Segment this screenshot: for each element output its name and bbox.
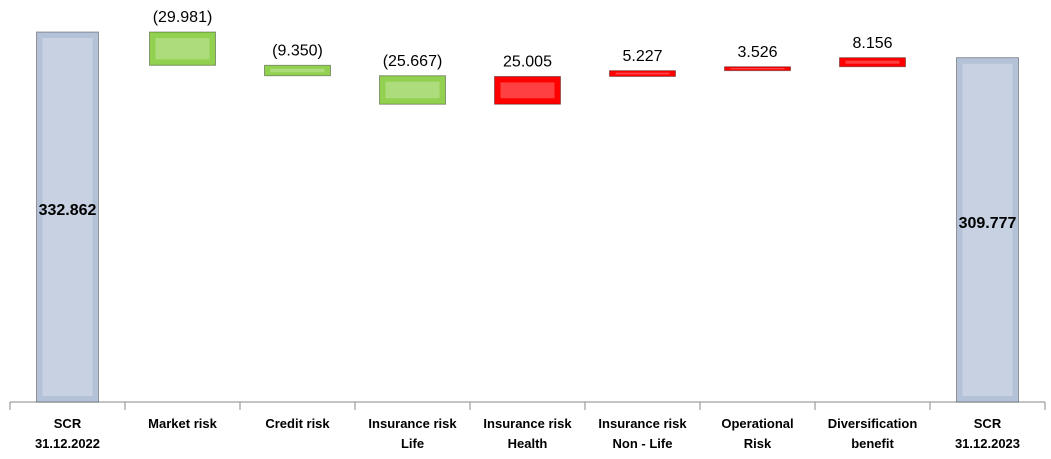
bar-bevel — [615, 72, 670, 75]
bar-bevel — [270, 68, 325, 73]
bar — [724, 66, 791, 72]
x-tick-label: SCR 31.12.2023 — [954, 416, 1021, 451]
bar — [609, 70, 676, 77]
x-tick-label: Credit risk — [265, 416, 330, 431]
bar — [379, 75, 446, 105]
value-label: 25.005 — [503, 54, 552, 71]
bar-bevel — [155, 38, 210, 60]
bar — [264, 64, 331, 77]
bar-bevel — [500, 82, 555, 99]
value-label: 332.862 — [39, 202, 97, 219]
bar — [839, 57, 906, 68]
bar — [36, 31, 99, 403]
bar-bevel — [962, 63, 1013, 396]
x-tick-label: Insurance risk Life — [368, 416, 457, 451]
value-label: 309.777 — [959, 215, 1017, 232]
x-tick-label: Insurance risk Health — [483, 416, 572, 451]
bar-bevel — [42, 38, 93, 396]
bar — [149, 31, 216, 66]
value-label: 8.156 — [852, 35, 892, 52]
x-tick-label: Diversification benefit — [827, 416, 918, 451]
x-tick-label: SCR 31.12.2022 — [34, 416, 101, 451]
x-tick-label: Insurance risk Non - Life — [598, 416, 687, 451]
value-label: 5.227 — [622, 48, 662, 65]
x-tick-label: Market risk — [148, 416, 217, 431]
x-tick-label: Operational Risk — [721, 416, 794, 451]
value-label: (25.667) — [383, 53, 443, 70]
value-label: 3.526 — [737, 44, 777, 61]
bar-bevel — [385, 81, 440, 99]
bar — [956, 57, 1019, 403]
bar-bevel — [730, 68, 785, 70]
bar — [494, 75, 561, 105]
bar-bevel — [845, 60, 900, 64]
value-label: (29.981) — [153, 9, 213, 26]
value-label: (9.350) — [272, 43, 323, 60]
